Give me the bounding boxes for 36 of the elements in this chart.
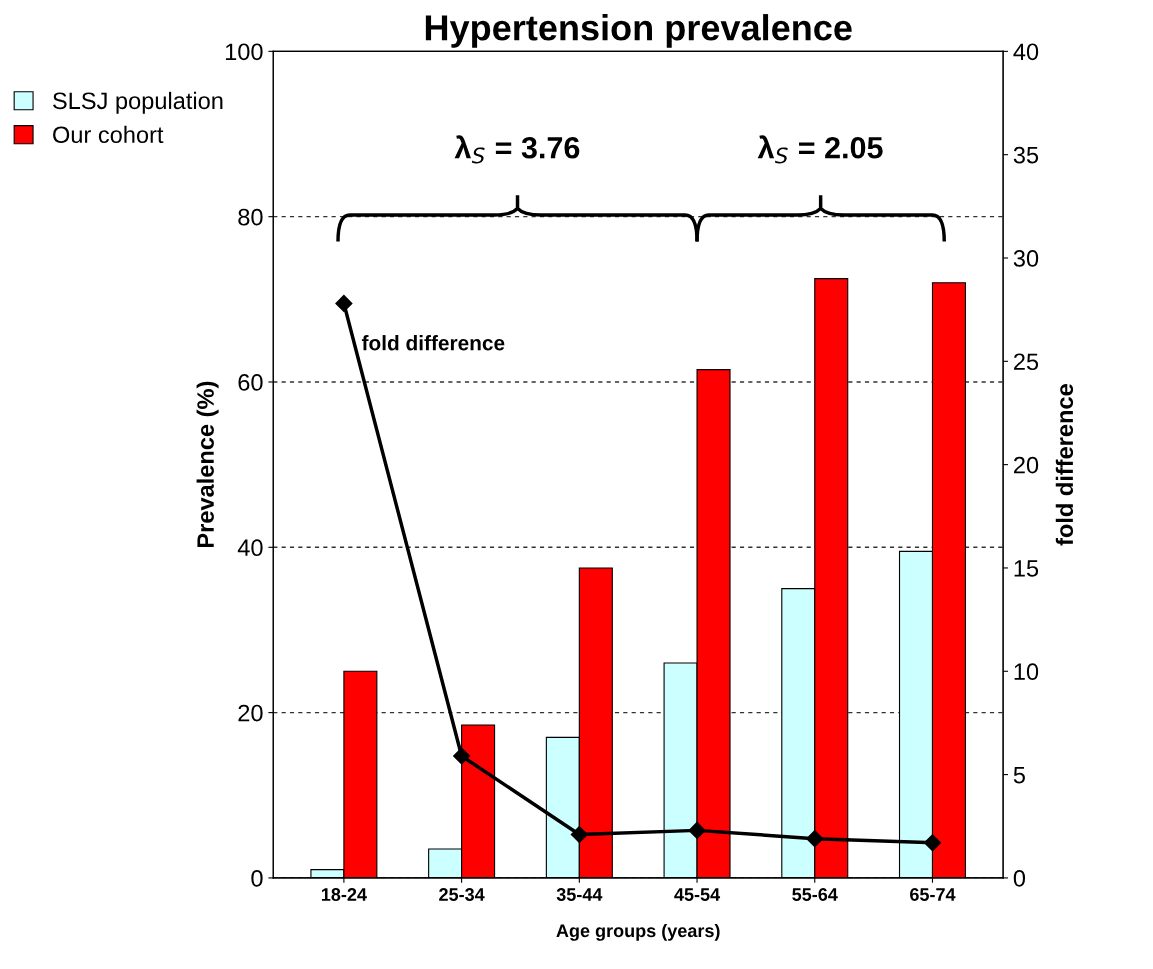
y-tick-label: 40	[237, 539, 263, 557]
point	[923, 834, 942, 852]
y2-tick-label: 5	[1013, 766, 1025, 784]
y2-tick-label: 35	[1013, 146, 1039, 164]
legend-label: Our cohort	[53, 125, 164, 144]
point	[335, 294, 353, 313]
point	[688, 821, 706, 839]
point	[453, 747, 471, 765]
y2-tick-label: 10	[1014, 663, 1039, 681]
y2-tick-label: 15	[1014, 560, 1039, 577]
y2-tick-label: 40	[1013, 43, 1039, 61]
point	[806, 830, 824, 848]
x-tick-label: 55-64	[792, 888, 838, 901]
annotation: λ$_{S}$ = 2.05	[757, 135, 883, 164]
y2-tick-label: 25	[1014, 353, 1039, 371]
x-tick-label: 25-34	[439, 888, 485, 901]
y-tick-label: 60	[238, 374, 263, 391]
point	[570, 825, 588, 844]
x-axis-title: Age groups (years)	[556, 923, 720, 941]
y2-tick-label: 30	[1013, 250, 1039, 267]
x-tick-label: 45-54	[674, 888, 721, 901]
y2-axis-title: fold difference	[1055, 384, 1074, 546]
chart-title: Hypertension prevalence	[425, 14, 852, 48]
y-axis-title: Prevalence (%)	[196, 381, 219, 548]
x-tick-label: 18-24	[321, 888, 367, 901]
legend-label: SLSJ population	[53, 91, 223, 114]
series-label: fold difference	[361, 335, 505, 351]
y2-tick-label: 20	[1014, 456, 1039, 474]
y-tick-label: 80	[238, 208, 263, 226]
x-tick-label: 65-74	[910, 888, 956, 901]
y-tick-label: 100	[225, 43, 263, 61]
x-tick-label: 35-44	[556, 888, 603, 901]
annotation: λ$_{S}$ = 3.76	[454, 135, 580, 164]
y2-tick-label: 0	[1013, 869, 1026, 887]
y-tick-label: 20	[238, 704, 263, 722]
y-tick-label: 0	[251, 869, 263, 887]
